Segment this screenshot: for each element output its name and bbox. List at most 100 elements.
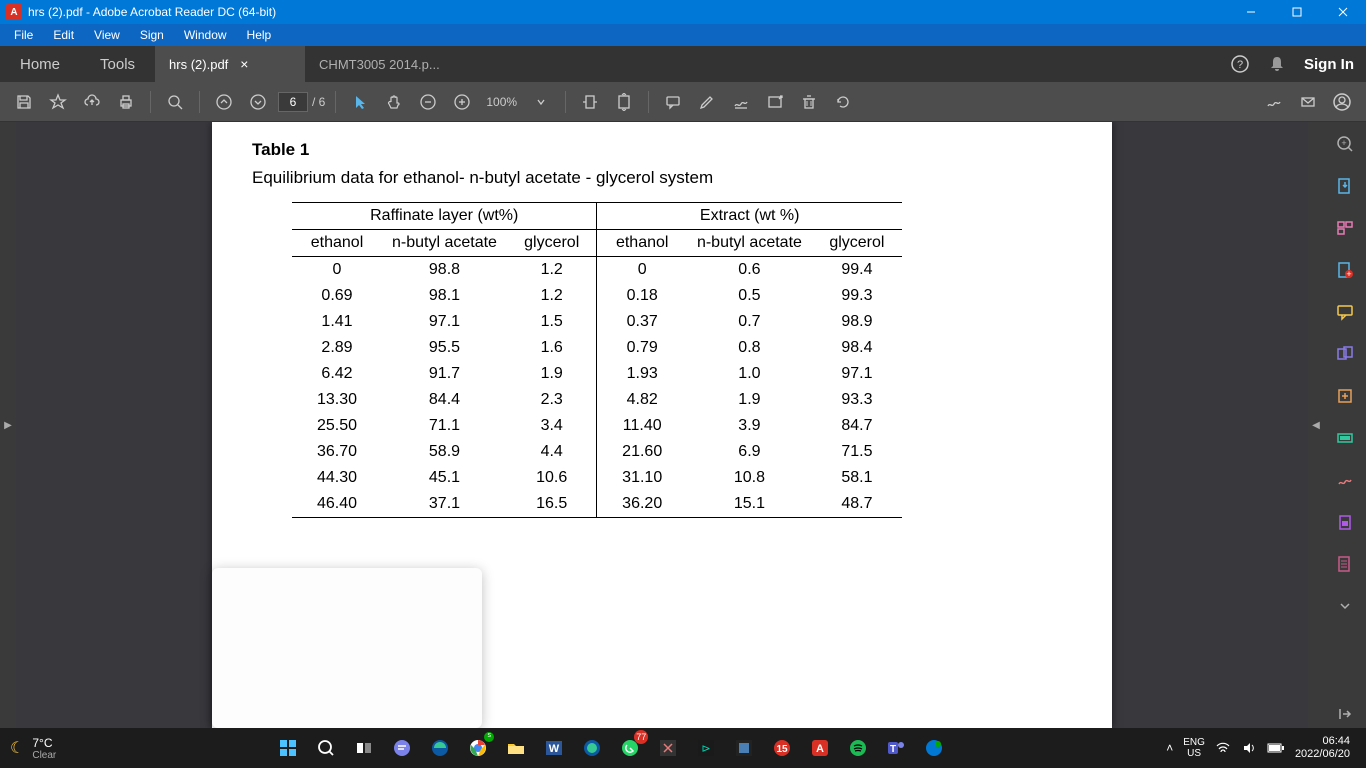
zoom-out-icon[interactable] — [414, 88, 442, 116]
home-button[interactable]: Home — [0, 46, 80, 82]
esign-icon[interactable] — [1260, 88, 1288, 116]
search-icon[interactable] — [161, 88, 189, 116]
table-cell: 84.4 — [382, 387, 507, 413]
svg-text:W: W — [549, 743, 560, 755]
volume-icon[interactable] — [1241, 740, 1257, 756]
signin-button[interactable]: Sign In — [1304, 56, 1354, 73]
chat-app-icon[interactable] — [388, 734, 416, 762]
table-cell: 6.9 — [687, 439, 812, 465]
combine-icon[interactable] — [1331, 340, 1359, 368]
table-cell: 46.40 — [292, 491, 382, 518]
tools-button[interactable]: Tools — [80, 46, 155, 82]
app-generic-4[interactable]: 15 — [768, 734, 796, 762]
table-cell: 2.3 — [507, 387, 597, 413]
explorer-app-icon[interactable] — [502, 734, 530, 762]
bell-icon[interactable] — [1268, 55, 1286, 73]
menu-edit[interactable]: Edit — [43, 26, 84, 44]
table-row: 36.7058.94.421.606.971.5 — [292, 439, 902, 465]
pdf-page: Table 1 Equilibrium data for ethanol- n-… — [212, 122, 1112, 728]
window-title: hrs (2).pdf - Adobe Acrobat Reader DC (6… — [28, 5, 1228, 19]
minimize-button[interactable] — [1228, 0, 1274, 24]
page-input[interactable] — [278, 92, 308, 112]
sign-icon[interactable] — [727, 88, 755, 116]
table-caption: Equilibrium data for ethanol- n-butyl ac… — [252, 168, 1072, 188]
word-app-icon[interactable]: W — [540, 734, 568, 762]
wifi-icon[interactable] — [1215, 740, 1231, 756]
star-icon[interactable] — [44, 88, 72, 116]
tab-inactive[interactable]: CHMT3005 2014.p... — [305, 46, 455, 82]
whatsapp-app-icon[interactable]: 77 — [616, 734, 644, 762]
lang1[interactable]: ENG — [1183, 737, 1205, 748]
app-generic-2[interactable]: ⊳ — [692, 734, 720, 762]
chevron-down-icon[interactable] — [527, 88, 555, 116]
svg-text:+: + — [1341, 138, 1346, 148]
app-generic-3[interactable] — [730, 734, 758, 762]
hand-icon[interactable] — [380, 88, 408, 116]
protect-icon[interactable] — [1331, 508, 1359, 536]
close-button[interactable] — [1320, 0, 1366, 24]
zoom-in-icon[interactable] — [448, 88, 476, 116]
print-icon[interactable] — [112, 88, 140, 116]
fit-page-icon[interactable] — [610, 88, 638, 116]
search-app-icon[interactable] — [312, 734, 340, 762]
left-panel-toggle[interactable]: ▶ — [0, 122, 16, 728]
table-cell: 1.41 — [292, 309, 382, 335]
fit-width-icon[interactable] — [576, 88, 604, 116]
trash-icon[interactable] — [795, 88, 823, 116]
cloud-upload-icon[interactable] — [78, 88, 106, 116]
tray-chevron-icon[interactable]: ˄ — [1166, 741, 1173, 755]
create-pdf-icon[interactable]: + — [1331, 256, 1359, 284]
menu-sign[interactable]: Sign — [130, 26, 174, 44]
group-header-raffinate: Raffinate layer (wt%) — [292, 203, 597, 230]
weather-widget[interactable]: ☾ 7°C Clear — [0, 736, 66, 761]
highlight-icon[interactable] — [693, 88, 721, 116]
chevron-down-icon[interactable] — [1331, 592, 1359, 620]
organize-icon[interactable] — [1331, 214, 1359, 242]
comment-tool-icon[interactable] — [1331, 298, 1359, 326]
page-down-icon[interactable] — [244, 88, 272, 116]
maximize-button[interactable] — [1274, 0, 1320, 24]
table-cell: 36.70 — [292, 439, 382, 465]
account-icon[interactable] — [1328, 88, 1356, 116]
document-area[interactable]: Table 1 Equilibrium data for ethanol- n-… — [16, 122, 1308, 728]
export-pdf-icon[interactable] — [1331, 172, 1359, 200]
col-header: n-butyl acetate — [687, 230, 812, 257]
right-panel-toggle[interactable]: ◀ — [1308, 122, 1324, 728]
zoom-tool-icon[interactable]: + — [1331, 130, 1359, 158]
collapse-right-icon[interactable] — [1331, 700, 1359, 728]
chrome-app-icon[interactable]: s — [464, 734, 492, 762]
page-up-icon[interactable] — [210, 88, 238, 116]
taskview-icon[interactable] — [350, 734, 378, 762]
rotate-icon[interactable] — [829, 88, 857, 116]
cursor-icon[interactable] — [346, 88, 374, 116]
fill-sign-icon[interactable] — [1331, 466, 1359, 494]
app-generic-5[interactable] — [920, 734, 948, 762]
help-icon[interactable]: ? — [1230, 54, 1250, 74]
table-cell: 31.10 — [597, 465, 687, 491]
start-button[interactable] — [274, 734, 302, 762]
teams-app-icon[interactable]: T — [882, 734, 910, 762]
acrobat-app-icon[interactable]: A — [806, 734, 834, 762]
clock[interactable]: 06:44 2022/06/20 — [1295, 735, 1356, 761]
table-cell: 97.1 — [382, 309, 507, 335]
save-icon[interactable] — [10, 88, 38, 116]
menu-file[interactable]: File — [4, 26, 43, 44]
more-tools-icon[interactable] — [1331, 550, 1359, 578]
comment-icon[interactable] — [659, 88, 687, 116]
menu-view[interactable]: View — [84, 26, 130, 44]
tab-active[interactable]: hrs (2).pdf × — [155, 46, 305, 82]
edge2-app-icon[interactable] — [578, 734, 606, 762]
spotify-app-icon[interactable] — [844, 734, 872, 762]
lang2[interactable]: US — [1183, 748, 1205, 759]
app-generic-1[interactable] — [654, 734, 682, 762]
email-icon[interactable] — [1294, 88, 1322, 116]
menu-help[interactable]: Help — [237, 26, 282, 44]
tab-close-icon[interactable]: × — [240, 56, 248, 72]
battery-icon[interactable] — [1267, 742, 1285, 754]
menu-window[interactable]: Window — [174, 26, 237, 44]
stamp-icon[interactable] — [761, 88, 789, 116]
svg-text:+: + — [1346, 269, 1351, 279]
edge-app-icon[interactable] — [426, 734, 454, 762]
compress-icon[interactable] — [1331, 382, 1359, 410]
redact-icon[interactable] — [1331, 424, 1359, 452]
